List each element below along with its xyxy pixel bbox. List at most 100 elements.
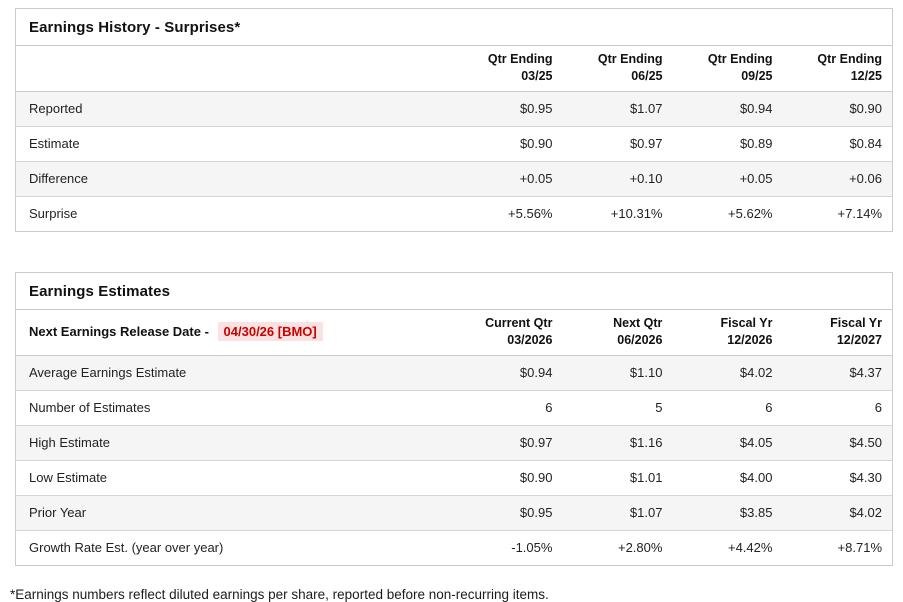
table-row: Surprise +5.56% +10.31% +5.62% +7.14% (15, 195, 893, 232)
row-label: Low Estimate (15, 459, 453, 495)
table-row: Reported $0.95 $1.07 $0.94 $0.90 (15, 90, 893, 127)
cell-value: 6 (782, 389, 893, 425)
cell-value: $4.30 (782, 459, 893, 495)
earnings-history-title-row: Earnings History - Surprises* (15, 8, 893, 46)
row-label: Average Earnings Estimate (15, 354, 453, 390)
earnings-history-title: Earnings History - Surprises* (15, 8, 893, 46)
cell-value: 5 (562, 389, 673, 425)
earnings-history-column-headers: Qtr Ending 03/25 Qtr Ending 06/25 Qtr En… (15, 45, 893, 92)
cell-value: +8.71% (782, 529, 893, 565)
earnings-estimates-column-headers: Next Earnings Release Date - 04/30/26 [B… (15, 309, 893, 356)
cell-value: $4.37 (782, 354, 893, 390)
table-row: Estimate $0.90 $0.97 $0.89 $0.84 (15, 125, 893, 162)
cell-value: -1.05% (452, 529, 563, 565)
column-header: Next Qtr 06/2026 (562, 309, 673, 356)
row-label: Growth Rate Est. (year over year) (15, 529, 453, 565)
row-label: High Estimate (15, 424, 453, 460)
table-row: Low Estimate $0.90 $1.01 $4.00 $4.30 (15, 459, 893, 495)
table-row: Number of Estimates 6 5 6 6 (15, 389, 893, 425)
table-row: Average Earnings Estimate $0.94 $1.10 $4… (15, 354, 893, 390)
column-header: Fiscal Yr 12/2026 (672, 309, 783, 356)
column-header: Qtr Ending 06/25 (562, 45, 673, 92)
cell-value: $4.00 (672, 459, 783, 495)
row-label: Number of Estimates (15, 389, 453, 425)
row-label: Reported (15, 90, 453, 127)
next-earnings-release-cell: Next Earnings Release Date - 04/30/26 [B… (15, 309, 453, 356)
column-header-line2: 12/2026 (727, 332, 773, 347)
cell-value: +5.62% (672, 195, 783, 232)
column-header-line1: Qtr Ending (707, 52, 773, 66)
cell-value: +4.42% (672, 529, 783, 565)
cell-value: +0.10 (562, 160, 673, 197)
column-header-line2: 06/2026 (617, 332, 663, 347)
column-header-line1: Fiscal Yr (720, 315, 773, 330)
column-header-line1: Qtr Ending (487, 52, 553, 66)
column-header-line1: Qtr Ending (817, 52, 882, 66)
column-header-line2: 12/2027 (836, 332, 882, 347)
cell-value: +0.05 (672, 160, 783, 197)
column-header-line1: Fiscal Yr (830, 315, 882, 330)
spacer (15, 232, 893, 272)
earnings-estimates-title-row: Earnings Estimates (15, 272, 893, 310)
table-row: High Estimate $0.97 $1.16 $4.05 $4.50 (15, 424, 893, 460)
cell-value: +10.31% (562, 195, 673, 232)
column-header: Qtr Ending 09/25 (672, 45, 783, 92)
cell-value: $0.84 (782, 125, 893, 162)
column-header: Current Qtr 03/2026 (452, 309, 563, 356)
column-header: Fiscal Yr 12/2027 (782, 309, 893, 356)
cell-value: 6 (452, 389, 563, 425)
column-header-line2: 03/25 (521, 68, 553, 83)
cell-value: $1.16 (562, 424, 673, 460)
cell-value: $0.94 (452, 354, 563, 390)
cell-value: $3.85 (672, 494, 783, 530)
column-header-line1: Next Qtr (613, 315, 663, 330)
earnings-estimates-body: Average Earnings Estimate $0.94 $1.10 $4… (15, 354, 893, 565)
cell-value: $0.90 (452, 125, 563, 162)
cell-value: 6 (672, 389, 783, 425)
cell-value: $4.05 (672, 424, 783, 460)
cell-value: $0.94 (672, 90, 783, 127)
column-header-line2: 12/25 (850, 68, 882, 83)
table-row: Difference +0.05 +0.10 +0.05 +0.06 (15, 160, 893, 197)
earnings-estimates-table: Earnings Estimates Next Earnings Release… (15, 271, 893, 566)
cell-value: $0.89 (672, 125, 783, 162)
cell-value: $4.02 (672, 354, 783, 390)
cell-value: $0.95 (452, 494, 563, 530)
earnings-footnote: *Earnings numbers reflect diluted earnin… (10, 586, 549, 602)
earnings-history-corner-cell (15, 45, 453, 92)
cell-value: +5.56% (452, 195, 563, 232)
table-row: Prior Year $0.95 $1.07 $3.85 $4.02 (15, 494, 893, 530)
row-label: Surprise (15, 195, 453, 232)
cell-value: $4.02 (782, 494, 893, 530)
cell-value: $0.97 (562, 125, 673, 162)
column-header-line1: Current Qtr (485, 315, 553, 330)
earnings-history-body: Reported $0.95 $1.07 $0.94 $0.90 Estimat… (15, 90, 893, 232)
column-header-line1: Qtr Ending (597, 52, 663, 66)
cell-value: $4.50 (782, 424, 893, 460)
cell-value: $0.95 (452, 90, 563, 127)
cell-value: $0.97 (452, 424, 563, 460)
cell-value: +0.05 (452, 160, 563, 197)
row-label: Prior Year (15, 494, 453, 530)
cell-value: $1.07 (562, 90, 673, 127)
column-header-line2: 03/2026 (507, 332, 553, 347)
table-row: Growth Rate Est. (year over year) -1.05%… (15, 529, 893, 565)
column-header-line2: 09/25 (741, 68, 773, 83)
column-header-line2: 06/25 (631, 68, 663, 83)
earnings-history-table: Earnings History - Surprises* Qtr Ending… (15, 8, 893, 232)
column-header: Qtr Ending 03/25 (452, 45, 563, 92)
release-date-label: Next Earnings Release Date - (29, 323, 213, 339)
cell-value: $0.90 (452, 459, 563, 495)
row-label: Difference (15, 160, 453, 197)
cell-value: +7.14% (782, 195, 893, 232)
cell-value: $1.10 (562, 354, 673, 390)
release-date-badge: 04/30/26 [BMO] (217, 321, 323, 341)
cell-value: +2.80% (562, 529, 673, 565)
row-label: Estimate (15, 125, 453, 162)
cell-value: $1.01 (562, 459, 673, 495)
column-header: Qtr Ending 12/25 (782, 45, 893, 92)
earnings-estimates-title: Earnings Estimates (15, 272, 893, 310)
cell-value: +0.06 (782, 160, 893, 197)
cell-value: $0.90 (782, 90, 893, 127)
